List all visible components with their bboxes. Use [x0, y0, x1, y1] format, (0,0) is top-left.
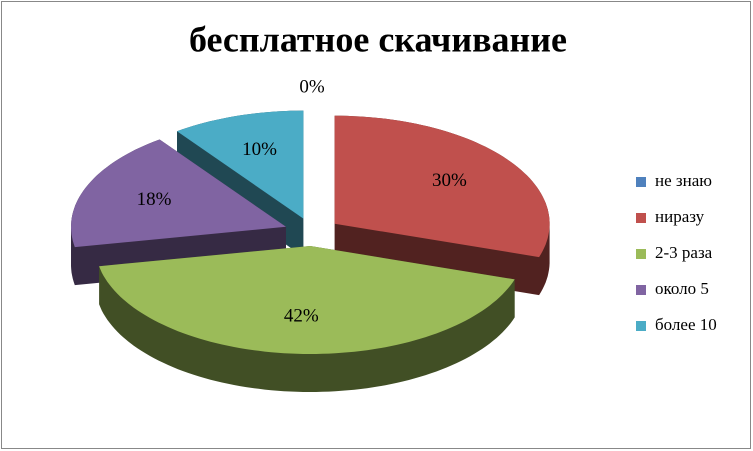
data-label: 0% — [299, 77, 325, 98]
data-label: 18% — [137, 189, 172, 210]
legend-swatch — [636, 249, 646, 259]
legend-swatch — [636, 213, 646, 223]
data-label: 30% — [432, 170, 467, 191]
data-label: 10% — [242, 139, 277, 160]
slice — [334, 115, 550, 258]
legend-label: ниразу — [655, 207, 705, 226]
legend-label: около 5 — [655, 279, 709, 298]
slice — [99, 246, 515, 354]
data-label: 42% — [284, 306, 319, 327]
pie: 0% 30% 42% 18% 10% — [71, 77, 550, 392]
chart-title: бесплатное скачивание — [189, 19, 567, 59]
slice — [177, 110, 304, 219]
legend-swatch — [636, 285, 646, 295]
legend-label: более 10 — [655, 315, 717, 334]
legend-swatch — [636, 177, 646, 187]
legend-label: 2-3 раза — [655, 243, 713, 262]
slice — [71, 139, 286, 248]
legend-label: не знаю — [655, 171, 712, 190]
legend: не знаю ниразу 2-3 раза около 5 более 10 — [636, 171, 717, 334]
legend-swatch — [636, 321, 646, 331]
